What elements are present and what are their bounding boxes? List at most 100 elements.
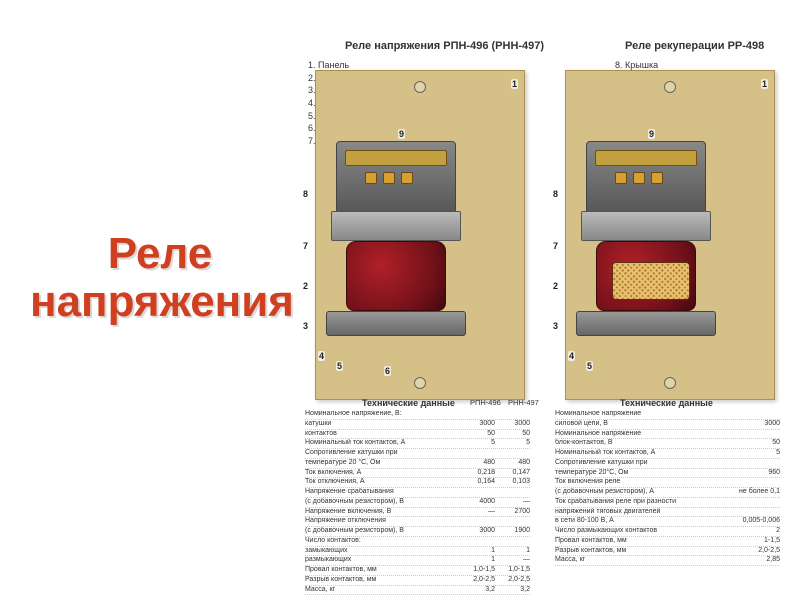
tech-value: 2,85 <box>730 556 780 565</box>
tech-values: 11 <box>465 547 530 556</box>
tech-label: Ток включения реле <box>555 478 730 487</box>
tech-value <box>500 517 530 526</box>
tech-row: размыкающих1— <box>305 556 530 566</box>
tech-label: температуре 20 °C, Ом <box>305 459 465 468</box>
label-9: 9 <box>648 129 655 139</box>
tech-value: 0,103 <box>500 478 530 487</box>
tech-cols-left: РПН-496 РНН-497 <box>470 398 538 407</box>
tech-value <box>730 498 780 507</box>
tech-row: контактов5050 <box>305 430 530 440</box>
tech-values: 480480 <box>465 459 530 468</box>
label-1: 1 <box>511 79 518 89</box>
label-6: 6 <box>384 366 391 376</box>
tech-value: 1,0-1,5 <box>500 566 530 575</box>
terminal-icon <box>383 172 395 184</box>
tech-label: Ток срабатывания реле при разности <box>555 498 730 507</box>
tech-value <box>465 449 495 458</box>
tech-value: 50 <box>730 439 780 448</box>
tech-value <box>465 517 495 526</box>
tech-label: контактов <box>305 430 465 439</box>
tech-label: силовой цепи, В <box>555 420 730 429</box>
tech-value: 50 <box>465 430 495 439</box>
tech-row: Провал контактов, мм1-1,5 <box>555 537 780 547</box>
label-2: 2 <box>302 281 309 291</box>
tech-value <box>500 410 530 419</box>
col-rpn496: РПН-496 <box>470 398 500 407</box>
label-3: 3 <box>302 321 309 331</box>
tech-row: Ток включения реле <box>555 478 780 488</box>
tech-row: блок-контактов, В50 <box>555 439 780 449</box>
tech-label: блок-контактов, В <box>555 439 730 448</box>
tech-values <box>465 537 530 546</box>
tech-label: Напряжение включения, В <box>305 508 465 517</box>
tech-label: Номинальное напряжение <box>555 430 730 439</box>
tech-label: Номинальное напряжение <box>555 410 730 419</box>
label-1: 1 <box>761 79 768 89</box>
terminal-icon <box>651 172 663 184</box>
tech-value: 5 <box>730 449 780 458</box>
tech-label: Провал контактов, мм <box>555 537 730 546</box>
tech-value: — <box>500 556 530 565</box>
tech-values: — 2700 <box>465 508 530 517</box>
tech-label: Напряжение срабатывания <box>305 488 465 497</box>
tech-label: Номинальное напряжение, В: <box>305 410 465 419</box>
tech-values: 0,2180,147 <box>465 469 530 478</box>
tech-value: 3000 <box>465 527 495 536</box>
tech-row: Сопротивление катушки при <box>305 449 530 459</box>
tech-row: (с добавочным резистором), В3000 1900 <box>305 527 530 537</box>
tech-row: Напряжение включения, В— 2700 <box>305 508 530 518</box>
tech-value: 2700 <box>500 508 530 517</box>
coil <box>346 241 446 311</box>
tech-value <box>730 459 780 468</box>
tech-row: (с добавочным резистором), В4000— <box>305 498 530 508</box>
terminal-icon <box>633 172 645 184</box>
tech-values <box>465 410 530 419</box>
terminal-icon <box>401 172 413 184</box>
tech-value: — <box>465 508 495 517</box>
tech-value: 960 <box>730 469 780 478</box>
tech-value <box>465 410 495 419</box>
terminal-icon <box>615 172 627 184</box>
tech-label: (с добавочным резистором), В <box>305 527 465 536</box>
tech-row: Разрыв контактов, мм2,0-2,52,0-2,5 <box>305 576 530 586</box>
tech-value <box>465 537 495 546</box>
tech-values: 2,0-2,52,0-2,5 <box>465 576 530 585</box>
tech-row: катушки30003000 <box>305 420 530 430</box>
tech-label: Разрыв контактов, мм <box>555 547 730 556</box>
tech-values: 4000— <box>465 498 530 507</box>
magnet-core <box>326 311 466 336</box>
tech-values: 3,23,2 <box>465 586 530 595</box>
tech-value: 1900 <box>500 527 530 536</box>
label-7: 7 <box>552 241 559 251</box>
tech-row: (с добавочным резистором), Ане более 0,1 <box>555 488 780 498</box>
label-5: 5 <box>336 361 343 371</box>
tech-row: температуре 20°C, Ом960 <box>555 469 780 479</box>
mounting-panel-right: 1 2 3 4 5 7 8 9 <box>565 70 775 400</box>
tech-values: 1,0-1,51,0-1,5 <box>465 566 530 575</box>
tech-label: размыкающих <box>305 556 465 565</box>
tech-values <box>465 517 530 526</box>
label-4: 4 <box>318 351 325 361</box>
tech-row: замыкающих11 <box>305 547 530 557</box>
tech-label: Масса, кг <box>305 586 465 595</box>
tech-value: 480 <box>465 459 495 468</box>
coil <box>596 241 696 311</box>
tech-row: Ток срабатывания реле при разности <box>555 498 780 508</box>
tech-values <box>465 449 530 458</box>
label-7: 7 <box>302 241 309 251</box>
tech-value <box>500 488 530 497</box>
tech-row: силовой цепи, В3000 <box>555 420 780 430</box>
insulation-strip <box>331 211 461 241</box>
tech-row: Номинальный ток контактов, А55 <box>305 439 530 449</box>
label-8: 8 <box>552 189 559 199</box>
terminals <box>615 172 663 184</box>
tech-label: температуре 20°C, Ом <box>555 469 730 478</box>
label-9: 9 <box>398 129 405 139</box>
tech-row: Номинальное напряжение <box>555 430 780 440</box>
tech-value: 2 <box>730 527 780 536</box>
tech-title-right: Технические данные <box>620 398 713 408</box>
tech-table-right: Номинальное напряжениесиловой цепи, В300… <box>555 410 780 566</box>
tech-row: Разрыв контактов, мм2,0-2,5 <box>555 547 780 557</box>
tech-row: Ток отключения, А0,1640,103 <box>305 478 530 488</box>
tech-value: 1 <box>465 547 495 556</box>
